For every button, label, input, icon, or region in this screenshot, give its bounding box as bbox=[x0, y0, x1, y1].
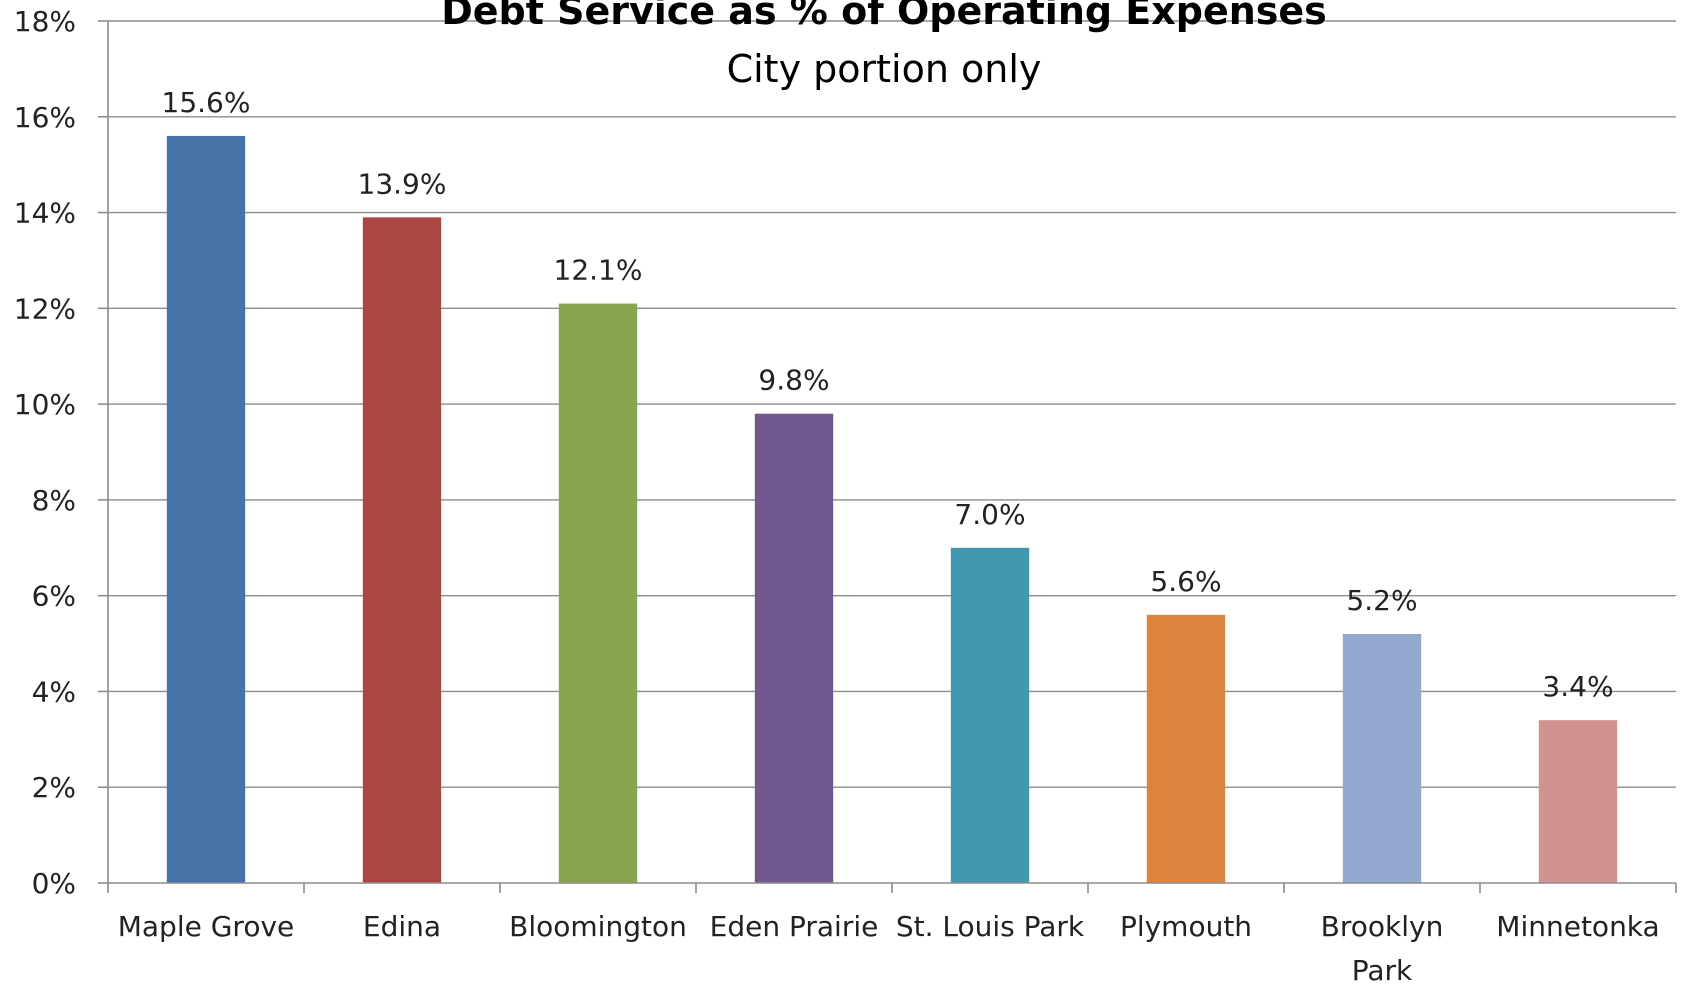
bar bbox=[558, 303, 638, 883]
data-label: 3.4% bbox=[1542, 670, 1613, 703]
y-tick-label: 12% bbox=[14, 292, 76, 325]
y-tick-label: 4% bbox=[32, 675, 76, 708]
bar bbox=[950, 547, 1030, 883]
x-category-label: Edina bbox=[363, 910, 441, 943]
y-tick-label: 18% bbox=[14, 5, 76, 38]
bar bbox=[1146, 614, 1226, 883]
data-labels: 15.6% 13.9% 12.1% 9.8% 7.0% 5.6% 5.2% 3.4% bbox=[162, 86, 1614, 703]
y-axis-ticks: 0% 2% 4% 6% 8% 10% 12% 14% 16% 18% bbox=[14, 5, 108, 900]
chart-subtitle: City portion only bbox=[727, 47, 1042, 91]
data-label: 7.0% bbox=[954, 498, 1025, 531]
data-label: 15.6% bbox=[162, 86, 251, 119]
y-tick-label: 14% bbox=[14, 197, 76, 230]
data-label: 5.2% bbox=[1346, 584, 1417, 617]
bar bbox=[754, 413, 834, 883]
y-tick-label: 2% bbox=[32, 771, 76, 804]
data-label: 5.6% bbox=[1150, 565, 1221, 598]
data-label: 9.8% bbox=[758, 364, 829, 397]
gridlines bbox=[108, 20, 1676, 788]
x-axis-labels: Maple Grove Edina Bloomington Eden Prairie S… bbox=[107, 883, 1677, 987]
y-tick-label: 16% bbox=[14, 101, 76, 134]
bars bbox=[166, 135, 1618, 883]
y-tick-label: 8% bbox=[32, 484, 76, 517]
data-label: 12.1% bbox=[554, 254, 643, 287]
bar bbox=[362, 217, 442, 883]
chart-title: Debt Service as % of Operating Expenses bbox=[441, 0, 1327, 33]
bar bbox=[1538, 720, 1618, 883]
y-tick-label: 0% bbox=[32, 867, 76, 900]
x-category-label: Maple Grove bbox=[118, 910, 295, 943]
x-category-label: St. Louis Park bbox=[896, 910, 1085, 943]
x-category-label: Minnetonka bbox=[1496, 910, 1659, 943]
bar bbox=[166, 135, 246, 883]
y-tick-label: 10% bbox=[14, 388, 76, 421]
x-category-label: Bloomington bbox=[509, 910, 687, 943]
bar bbox=[1342, 633, 1422, 883]
data-label: 13.9% bbox=[358, 167, 447, 200]
x-category-label: Plymouth bbox=[1120, 910, 1252, 943]
x-category-label: Eden Prairie bbox=[710, 910, 879, 943]
y-tick-label: 6% bbox=[32, 580, 76, 613]
x-category-label: Brooklyn Park bbox=[1321, 910, 1444, 987]
